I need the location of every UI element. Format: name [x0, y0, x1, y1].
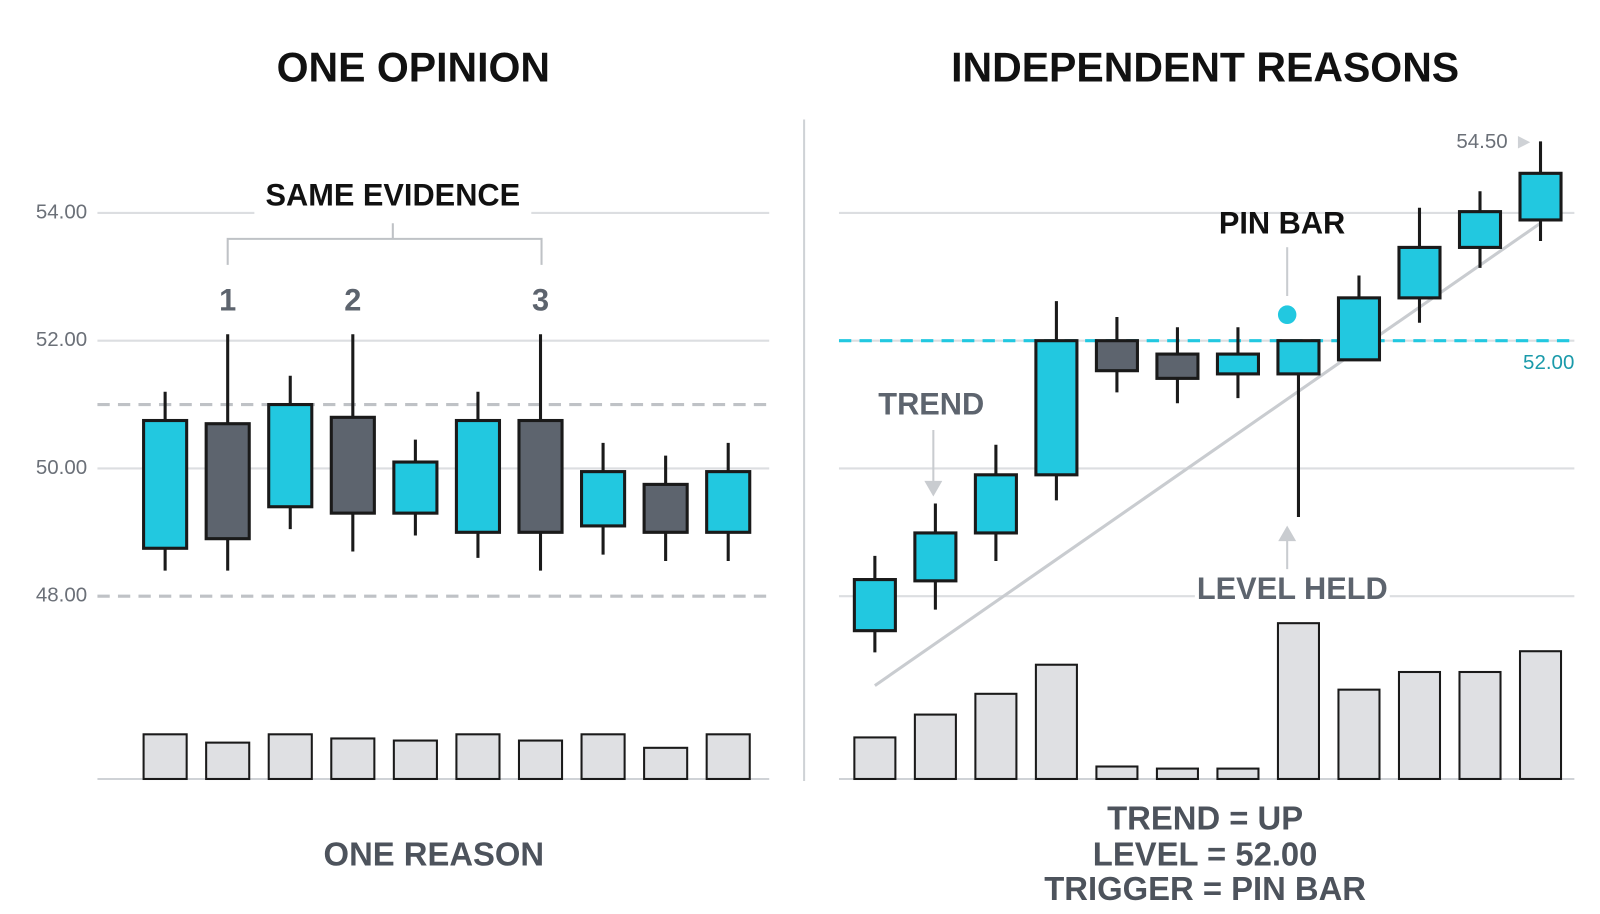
candle-body: [517, 418, 564, 534]
volume-bar: [1034, 663, 1078, 781]
trendline: [874, 221, 1542, 687]
candle-body: [973, 473, 1018, 535]
volume-bar: [580, 733, 626, 781]
candle-body: [913, 531, 958, 583]
volume-bar: [705, 733, 751, 781]
candle-body: [642, 482, 689, 534]
volume-bar: [205, 741, 251, 781]
candle-body: [1276, 339, 1321, 376]
volume-bar: [1216, 767, 1260, 781]
volume-bar: [1276, 622, 1320, 781]
volume-bar: [1518, 650, 1563, 781]
high-label: 54.50: [1456, 130, 1507, 153]
charts: 48.00 50.00 52.00 54.00 SAME EVIDENCE 1 2 3 ONE …: [36, 130, 1574, 907]
volume-bar: [455, 733, 501, 781]
candle-body: [852, 578, 897, 633]
high-pointer: [1517, 136, 1531, 149]
candle-body: [579, 470, 627, 528]
bracket-label-bg: [254, 176, 532, 219]
y-tick-label: 52.00: [36, 328, 87, 351]
pin-bar-label: PIN BAR: [1219, 205, 1345, 240]
footer-line: ONE REASON: [324, 835, 545, 872]
candle-body: [1336, 296, 1382, 362]
candle-body: [454, 418, 502, 534]
volume-bar: [267, 733, 313, 781]
footer-line: TRIGGER = PIN BAR: [1044, 870, 1366, 907]
volume-bar: [1337, 688, 1381, 781]
pin-bar-dot: [1277, 305, 1297, 325]
volume-bar: [853, 736, 897, 781]
volume-bar: [913, 713, 957, 781]
evidence-marker: 3: [532, 282, 549, 317]
volume-bar: [1458, 670, 1502, 781]
volume-bar: [1095, 765, 1139, 781]
footer-line: LEVEL = 52.00: [1093, 835, 1318, 872]
level-held-label: LEVEL HELD: [1197, 571, 1388, 606]
candle-body: [267, 402, 314, 509]
volume-bar: [974, 692, 1018, 781]
candle-body: [1397, 245, 1442, 300]
y-tick-label: 48.00: [36, 584, 87, 607]
volume-bar: [392, 739, 438, 781]
level-label: 52.00: [1523, 351, 1574, 374]
bracket: [226, 223, 543, 265]
candle-body: [1518, 171, 1563, 222]
volume-bar: [643, 746, 689, 781]
bracket-label: SAME EVIDENCE: [265, 177, 520, 212]
level-held-label-bg: [1194, 570, 1390, 612]
candle-body: [204, 422, 251, 541]
volume-bar: [1397, 670, 1442, 781]
volume-bar: [142, 733, 188, 781]
level-held-arrow: [1278, 525, 1297, 570]
candle-body: [705, 470, 752, 534]
y-tick-label: 50.00: [36, 456, 87, 479]
trend-label: TREND: [878, 386, 984, 421]
candle-body: [1034, 339, 1079, 477]
volume-bar: [517, 739, 564, 781]
right-title: INDEPENDENT REASONS: [951, 44, 1459, 90]
candle-body: [392, 460, 439, 515]
candle-body: [1457, 210, 1503, 249]
volume-bar: [1155, 767, 1199, 781]
evidence-marker: 1: [219, 282, 236, 317]
candle-body: [1215, 352, 1260, 376]
candle-body: [1155, 352, 1200, 380]
candle-body: [329, 415, 376, 515]
evidence-marker: 2: [344, 282, 361, 317]
trend-arrow: [924, 429, 943, 497]
y-tick-label: 54.00: [36, 200, 87, 223]
volume-bar: [330, 737, 376, 781]
candle-body: [1094, 339, 1139, 373]
left-title: ONE OPINION: [277, 44, 550, 90]
candle-body: [142, 418, 189, 550]
footer-line: TREND = UP: [1107, 799, 1303, 836]
